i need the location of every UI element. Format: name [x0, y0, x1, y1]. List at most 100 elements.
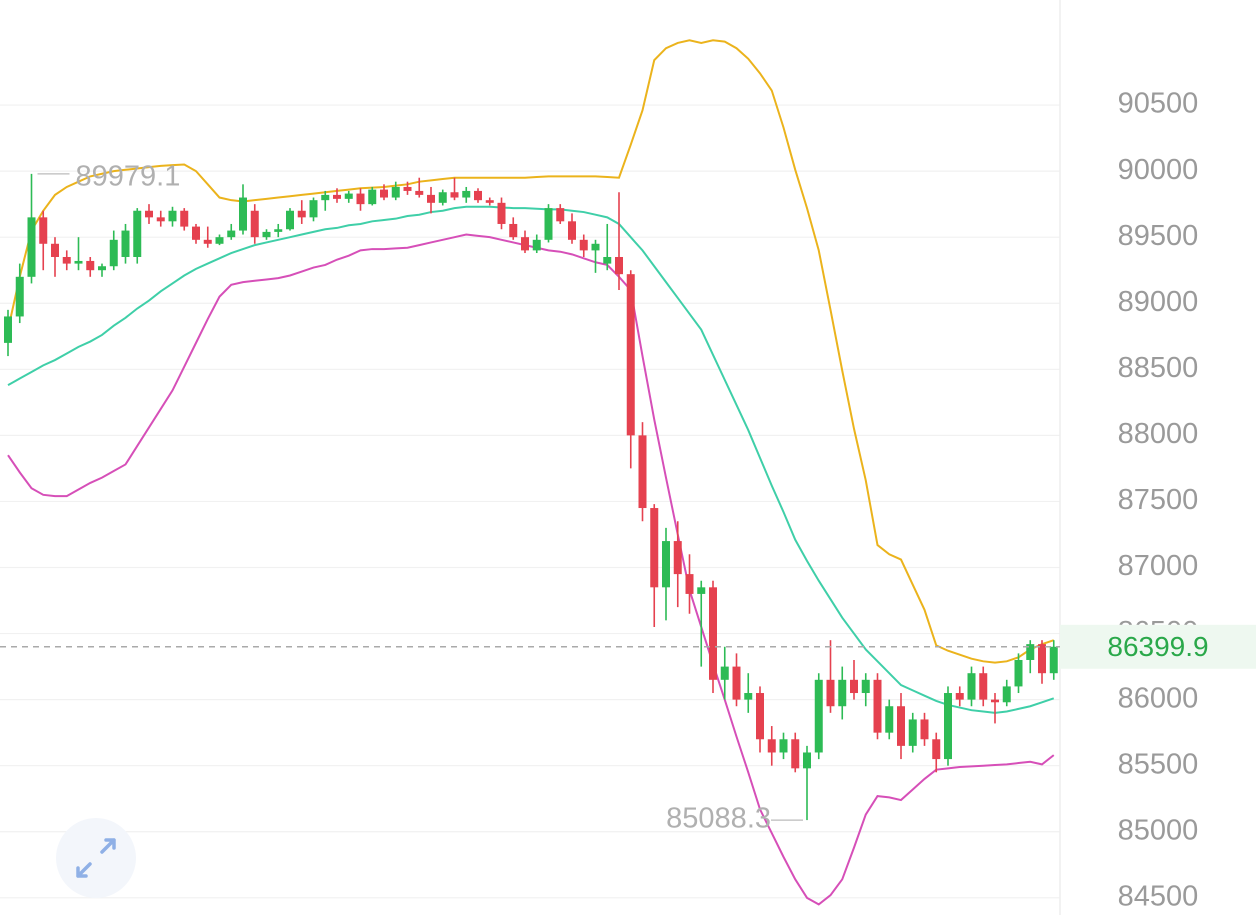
candle-body [98, 266, 106, 271]
candle-body [380, 189, 388, 198]
last-price-box [1060, 624, 1256, 669]
candle-body [850, 679, 858, 694]
candle-body [215, 237, 224, 244]
candle-body [920, 719, 929, 740]
candle-body [803, 752, 811, 769]
candle-body [521, 237, 529, 251]
candle-body [544, 208, 553, 240]
candle-body [74, 260, 83, 264]
candle-body [838, 679, 847, 707]
candle-body [333, 194, 341, 199]
candle-body [897, 706, 905, 746]
grid [0, 104, 1060, 899]
y-tick-label: 89500 [1118, 220, 1199, 252]
candle-body [286, 210, 294, 230]
candle-body [51, 243, 59, 257]
candle-body [27, 217, 36, 277]
candle-body [227, 230, 236, 238]
y-tick-label: 88500 [1118, 352, 1199, 384]
candle-body [203, 239, 212, 244]
candle-body [955, 693, 964, 700]
candle-body [744, 693, 753, 700]
candle-body [250, 210, 259, 238]
y-axis: 8450085000855008600086500870008750088000… [1118, 88, 1199, 913]
candle-body [309, 200, 318, 218]
candle-body [591, 243, 600, 251]
candle-body [274, 229, 283, 232]
candle-body [532, 239, 541, 251]
candle-body [1002, 686, 1011, 703]
candle-body [944, 693, 952, 760]
candle-body [1049, 646, 1058, 674]
candle-body [1026, 644, 1035, 660]
annotations: 89979.1 85088.3 86399.9 [0, 161, 1256, 835]
candle-body [767, 739, 776, 753]
candle-body [485, 200, 494, 203]
candle-body [109, 239, 118, 267]
band-line [7, 39, 1055, 664]
candle-body [732, 666, 741, 700]
candle-body [697, 587, 706, 594]
y-tick-label: 88000 [1118, 418, 1199, 450]
candle-body [39, 217, 48, 244]
candle-body [603, 256, 612, 264]
candle-body [474, 190, 482, 201]
candle-body [685, 574, 694, 594]
candle-body [814, 679, 823, 753]
candle-body [133, 210, 142, 257]
candle-body [1014, 659, 1023, 687]
candle-body [62, 256, 71, 264]
expand-button[interactable] [56, 818, 136, 898]
candle-body [720, 666, 729, 680]
candle-body [262, 231, 271, 238]
candle-body [638, 435, 647, 509]
candle-body [932, 739, 941, 760]
candle-body [509, 223, 518, 238]
candle-body [861, 679, 870, 694]
candle-body [650, 508, 659, 588]
last-price-label: 86399.9 [1107, 631, 1208, 662]
candle-body [168, 210, 177, 222]
candle-body [885, 706, 894, 733]
candle-body [756, 693, 764, 740]
candle-body [826, 679, 835, 707]
candle-body [979, 673, 988, 700]
expand-button-bg[interactable] [56, 818, 136, 898]
candle-body [673, 541, 682, 575]
y-tick-label: 90000 [1118, 154, 1199, 186]
candle-body [86, 260, 95, 271]
expand-icon[interactable] [76, 838, 116, 878]
max-label: 89979.1 [76, 161, 181, 193]
candle-body [180, 210, 189, 227]
candle-body [873, 679, 882, 733]
candles [4, 173, 1058, 821]
candle-body [403, 186, 412, 191]
candle-body [556, 208, 565, 222]
band-line [7, 233, 1055, 906]
candle-body [626, 274, 635, 436]
candle-body [497, 202, 506, 224]
candle-body [239, 197, 247, 231]
bands [7, 39, 1055, 906]
candle-body [779, 739, 788, 753]
candle-body [791, 739, 800, 769]
candle-body [121, 230, 130, 257]
y-tick-label: 86000 [1118, 682, 1199, 714]
candle-body [156, 217, 165, 222]
candle-body [568, 221, 576, 240]
candle-body [450, 192, 459, 198]
y-tick-label: 87500 [1118, 484, 1199, 516]
candle-body [967, 673, 976, 700]
candle-body [344, 193, 353, 199]
candle-body [579, 239, 588, 251]
candle-body [145, 210, 153, 218]
y-tick-label: 90500 [1118, 88, 1199, 120]
y-tick-label: 85500 [1118, 748, 1199, 780]
candle-body [438, 192, 447, 203]
candle-body [615, 256, 623, 275]
min-label: 85088.3 [666, 803, 771, 835]
candle-body [991, 699, 999, 703]
candle-body [391, 186, 400, 198]
